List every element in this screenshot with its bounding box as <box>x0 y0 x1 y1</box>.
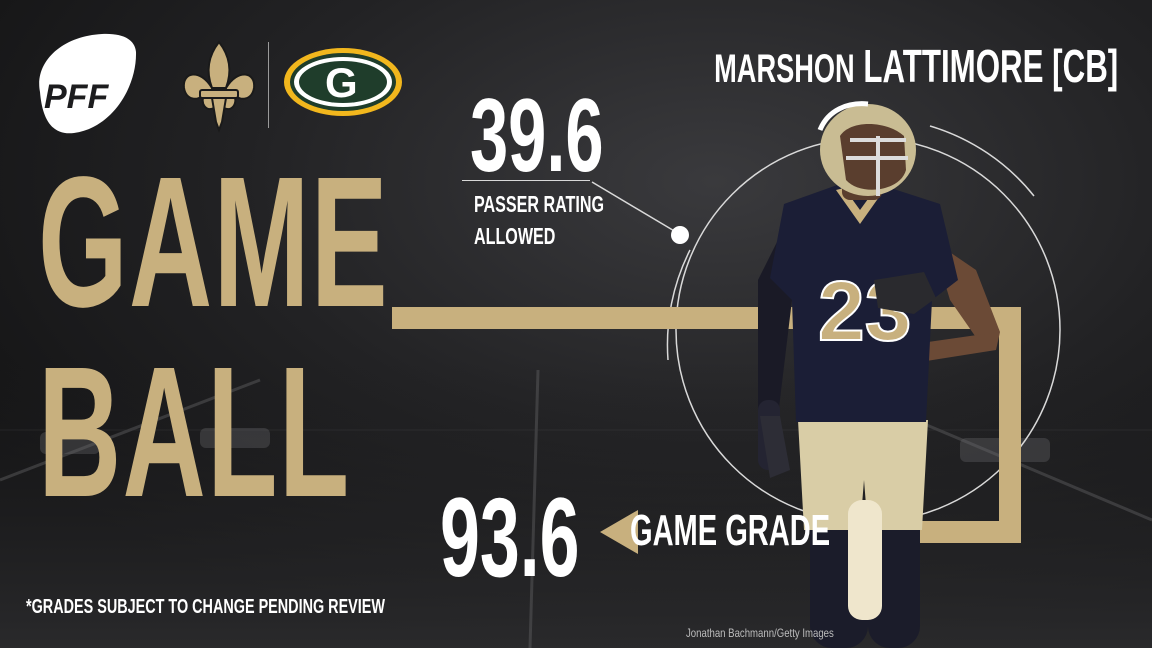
stat-underline <box>462 180 590 181</box>
player-first-name: MARSHON <box>713 47 855 91</box>
player-name: MARSHON LATTIMORE [CB] <box>524 40 1118 95</box>
logo-divider <box>268 42 269 128</box>
player-photo: 23 <box>758 101 1000 648</box>
stat-label-line1: PASSER RATING <box>474 191 605 217</box>
stat-label-line2: ALLOWED <box>474 223 556 249</box>
pff-logo: PFF <box>39 33 137 134</box>
svg-text:G: G <box>325 59 358 106</box>
player-last-name-position: LATTIMORE [CB] <box>863 40 1118 92</box>
game-grade-label: GAME GRADE <box>630 506 831 555</box>
grades-disclaimer: *GRADES SUBJECT TO CHANGE PENDING REVIEW <box>26 596 385 618</box>
photo-credit: Jonathan Bachmann/Getty Images <box>686 626 834 640</box>
title-game: GAME <box>38 139 389 346</box>
packers-g-icon: G <box>284 48 402 116</box>
connector-dot <box>671 226 689 244</box>
passer-rating-label: PASSER RATING ALLOWED <box>474 188 660 252</box>
game-grade-value: 93.6 <box>440 475 580 600</box>
title-ball: BALL <box>38 329 351 536</box>
saints-fleur-de-lis-icon <box>182 40 256 133</box>
arrow-left-icon <box>600 510 638 554</box>
svg-text:PFF: PFF <box>44 78 109 116</box>
passer-rating-value: 39.6 <box>470 78 604 194</box>
